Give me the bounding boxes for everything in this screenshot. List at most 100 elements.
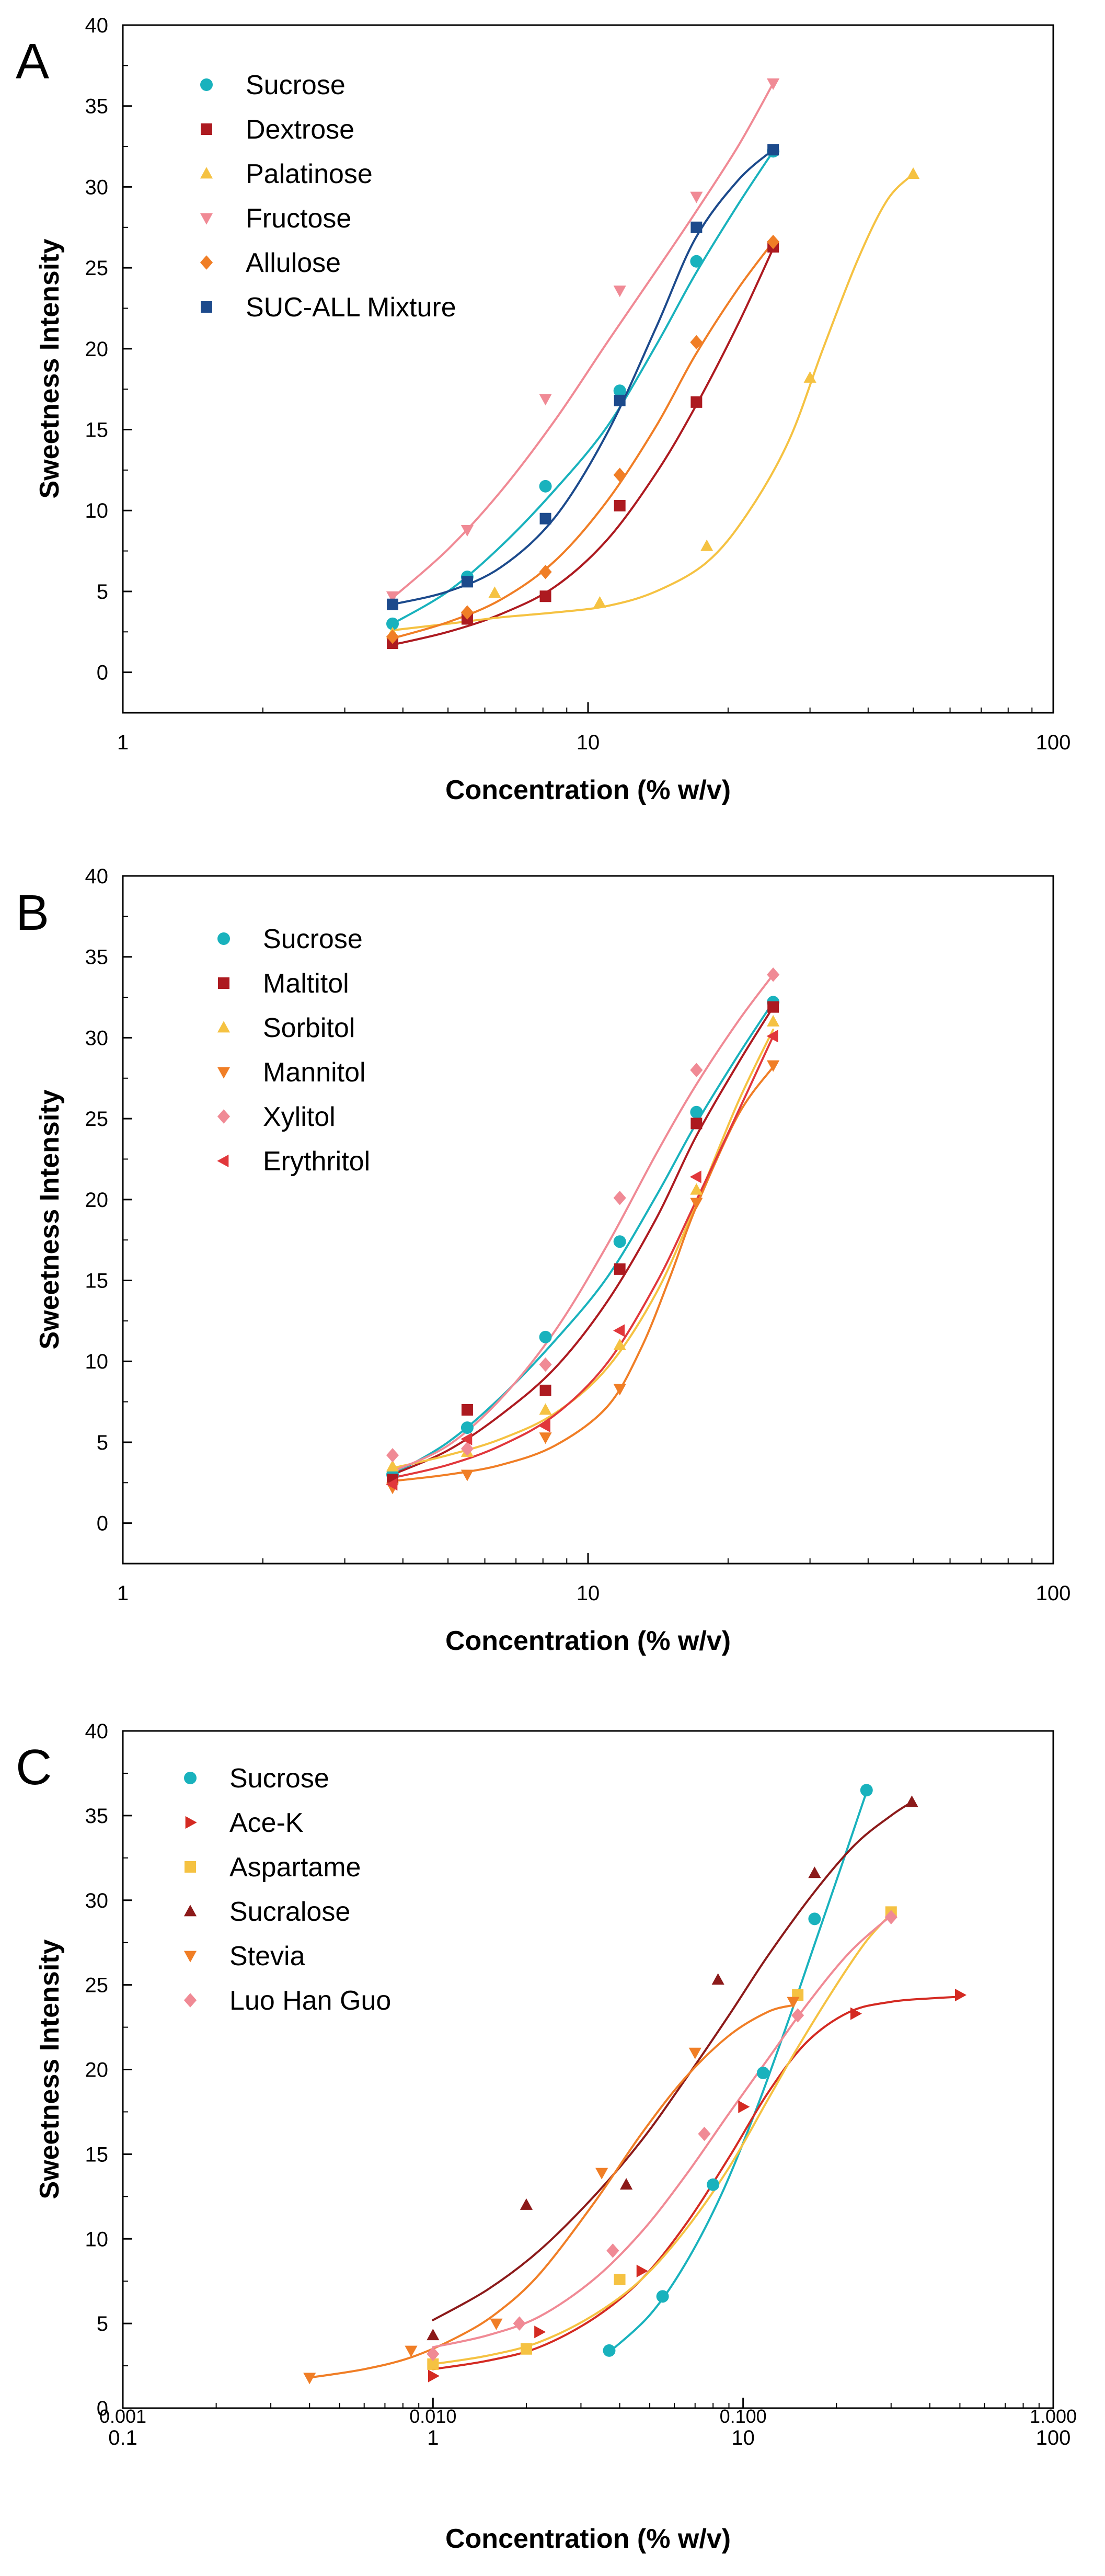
data-point: [303, 2373, 316, 2385]
legend-label: Fructose: [246, 203, 351, 234]
data-point: [539, 394, 552, 406]
y-tick-label: 20: [85, 1189, 109, 1212]
fit-line: [308, 2004, 795, 2379]
legend-marker: [217, 1067, 231, 1079]
data-point: [767, 1015, 780, 1027]
panel-letter: B: [16, 885, 49, 941]
y-tick-label: 25: [85, 1974, 109, 1997]
data-point: [538, 1419, 550, 1433]
legend-marker: [184, 1772, 197, 1784]
data-point: [613, 286, 626, 298]
data-point: [606, 2243, 619, 2258]
data-point: [707, 2178, 720, 2191]
data-point: [490, 2318, 503, 2330]
data-point: [656, 2290, 669, 2303]
x-tick-label-upper: 0.001: [99, 2406, 146, 2427]
legend-label: Palatinose: [246, 159, 373, 189]
legend-label: Allulose: [246, 248, 341, 278]
y-tick-label: 0: [97, 1512, 108, 1535]
data-point: [884, 1910, 897, 1924]
x-tick-label: 1: [117, 731, 129, 754]
legend-label: Dextrose: [246, 115, 354, 145]
legend-label: Aspartame: [229, 1852, 361, 1883]
legend-marker: [201, 301, 212, 313]
data-point: [539, 1432, 552, 1444]
legend-label: Erythritol: [263, 1146, 370, 1177]
data-point: [688, 2047, 701, 2059]
data-point: [690, 1183, 703, 1195]
y-tick-label: 20: [85, 338, 109, 361]
x-axis-ticks: 0.1 1 10 100: [108, 2398, 1071, 2449]
data-point: [539, 590, 551, 602]
data-point: [539, 1357, 552, 1372]
data-point: [955, 1988, 967, 2002]
data-points: [386, 78, 920, 649]
data-point: [461, 605, 474, 620]
legend-marker: [200, 255, 213, 270]
fit-line: [392, 1006, 775, 1476]
data-point: [690, 1198, 703, 1210]
data-point: [595, 2168, 608, 2180]
data-point: [386, 1447, 399, 1463]
data-point: [539, 1403, 552, 1415]
fit-line: [432, 1996, 961, 2370]
data-point: [513, 2316, 526, 2331]
panel-a: A 1 10 100 0 5 10 15 20 25 30 35 40 Concentration …: [16, 14, 1071, 805]
data-point: [614, 394, 626, 406]
x-tick-label-upper: 1.000: [1030, 2406, 1077, 2427]
fit-curves: [308, 1791, 961, 2379]
legend-marker: [183, 1993, 197, 2008]
data-point: [488, 586, 501, 598]
data-points: [303, 1784, 967, 2385]
panel-letter: A: [16, 33, 49, 89]
y-tick-label: 15: [85, 419, 109, 442]
legend-label: Stevia: [229, 1941, 305, 1971]
data-point: [520, 2198, 533, 2210]
y-tick-label: 30: [85, 176, 109, 199]
data-point: [614, 1263, 626, 1275]
data-point: [386, 629, 399, 644]
x-tick-label: 100: [1036, 2426, 1071, 2449]
data-point: [386, 591, 399, 603]
x-tick-label-upper: 0.100: [720, 2406, 767, 2427]
legend-label: SUC-ALL Mixture: [246, 292, 456, 323]
legend-label: Mannitol: [263, 1057, 366, 1088]
legend-marker: [183, 1905, 197, 1917]
y-tick-label: 20: [85, 2059, 109, 2082]
data-point: [690, 221, 703, 233]
data-point: [613, 384, 626, 397]
data-point: [520, 2343, 532, 2355]
data-point: [539, 480, 552, 493]
y-tick-label: 15: [85, 1270, 109, 1293]
y-axis-title: Sweetness Intensity: [34, 238, 65, 498]
x-axis-title: Concentration (% w/v): [445, 1626, 731, 1656]
y-axis-title: Sweetness Intensity: [34, 1089, 65, 1349]
data-point: [603, 2344, 616, 2357]
y-tick-label: 40: [85, 14, 109, 37]
data-point: [461, 1432, 473, 1445]
y-tick-label: 40: [85, 865, 109, 888]
data-point: [461, 1421, 474, 1434]
y-tick-label: 35: [85, 946, 109, 969]
data-point: [689, 1170, 701, 1183]
data-point: [613, 1324, 625, 1337]
data-point: [461, 1404, 473, 1416]
data-point: [690, 335, 703, 350]
legend-label: Luo Han Guo: [229, 1986, 391, 2016]
legend-marker: [200, 167, 213, 179]
data-point: [427, 2329, 440, 2341]
data-point: [906, 167, 920, 179]
y-tick-label: 30: [85, 1027, 109, 1050]
y-tick-label: 10: [85, 1350, 109, 1373]
data-point: [767, 967, 780, 982]
data-point: [613, 1384, 626, 1396]
data-point: [767, 1060, 780, 1072]
data-point: [461, 576, 473, 588]
data-point: [620, 2178, 633, 2190]
legend-marker: [217, 932, 230, 945]
x-axis-title: Concentration (% w/v): [445, 775, 731, 805]
y-tick-label: 25: [85, 257, 109, 280]
x-tick-label-upper: 0.010: [409, 2406, 456, 2427]
data-point: [613, 468, 626, 482]
